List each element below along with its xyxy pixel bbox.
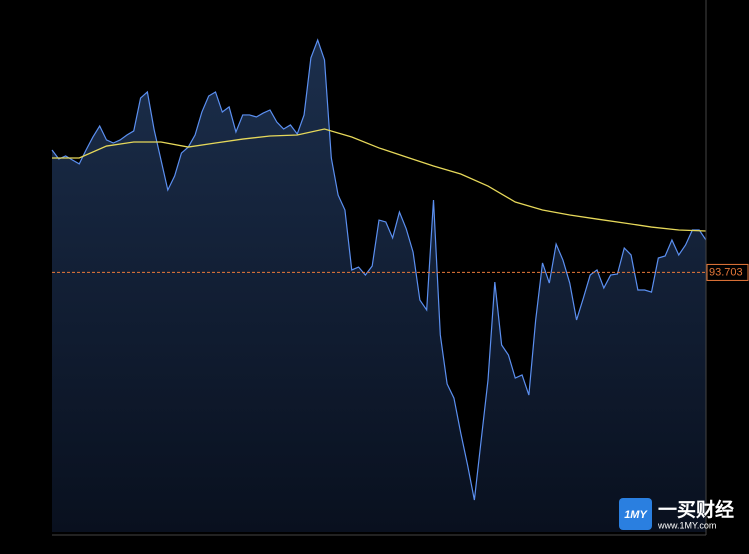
current-price-box <box>706 263 749 281</box>
plot <box>51 38 707 532</box>
area-fill <box>52 40 706 532</box>
logo-icon-text: 1MY <box>624 509 648 521</box>
price-line <box>51 38 707 501</box>
logo-name: 一买财经 <box>658 498 734 521</box>
current-price-label: 93.703 <box>709 266 743 278</box>
watermark: 1MY 一买财经 www.1MY.com <box>619 498 734 530</box>
price-line <box>52 128 707 232</box>
logo-url: www.1MY.com <box>657 520 716 530</box>
axes: 93.703 <box>52 0 749 536</box>
logo-icon <box>619 498 652 530</box>
